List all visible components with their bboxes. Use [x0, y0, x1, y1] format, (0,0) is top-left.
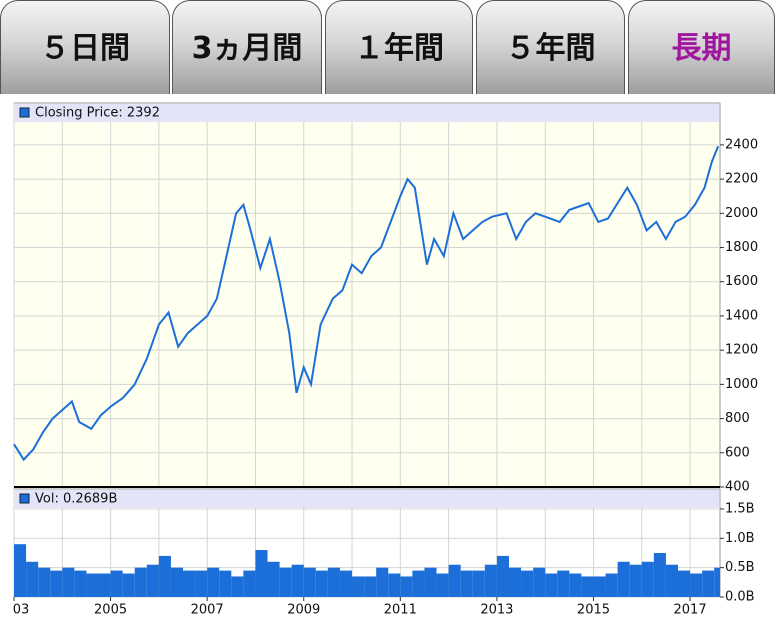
volume-bar [98, 573, 111, 597]
volume-bar [207, 567, 220, 597]
volume-bar [110, 570, 123, 597]
volume-bar [605, 573, 618, 597]
volume-bar [545, 573, 558, 597]
y-tick-label: 2400 [725, 137, 758, 152]
volume-bar [472, 570, 485, 597]
volume-bar [448, 564, 461, 597]
y-tick-label: 400 [725, 480, 750, 495]
volume-bar [593, 576, 606, 597]
volume-bar [484, 564, 497, 597]
y-tick-label: 800 [725, 411, 750, 426]
volume-bar [641, 561, 654, 597]
y-tick-label: 1600 [725, 274, 758, 289]
volume-bar [339, 570, 353, 597]
x-tick-label: 2015 [577, 603, 610, 618]
legend-swatch [19, 107, 30, 118]
y-tick-label: 1.5B [725, 501, 755, 516]
volume-bar [376, 567, 389, 597]
volume-bar [219, 570, 232, 597]
volume-bar [508, 567, 522, 597]
y-tick-label: 1200 [725, 343, 758, 358]
volume-bar [74, 570, 87, 597]
volume-bar [170, 567, 184, 597]
volume-bar [26, 561, 39, 597]
y-tick-label: 0.0B [725, 590, 755, 605]
y-tick-label: 1800 [725, 240, 758, 255]
volume-bar [62, 567, 75, 597]
volume-bar [557, 570, 570, 597]
volume-bar [617, 561, 630, 597]
y-tick-label: 600 [725, 445, 750, 460]
tab[interactable]: １年間 [325, 0, 473, 94]
x-tick-label: 2013 [480, 603, 513, 618]
volume-bar [291, 564, 304, 597]
volume-bar [183, 570, 196, 597]
tab[interactable]: 3ヵ月間 [172, 0, 322, 94]
volume-bar [677, 570, 691, 597]
legend-band [15, 490, 719, 508]
legend-label: Vol: 0.2689B [35, 492, 117, 507]
volume-bar [533, 567, 546, 597]
volume-bar [364, 576, 377, 597]
volume-bar [521, 570, 534, 597]
volume-bar [496, 555, 509, 597]
volume-bar [315, 570, 328, 597]
volume-bar [629, 564, 642, 597]
plot-background [13, 102, 721, 488]
volume-bar [255, 550, 268, 597]
volume-bar [50, 570, 63, 597]
volume-bar [460, 570, 473, 597]
x-tick-label: 2017 [674, 603, 707, 618]
y-tick-label: 1000 [725, 377, 758, 392]
volume-bar [14, 544, 27, 597]
volume-bar [195, 570, 208, 597]
volume-bar [702, 570, 715, 597]
volume-bar [581, 576, 594, 597]
y-tick-label: 2000 [725, 206, 758, 221]
legend-label: Closing Price: 2392 [35, 106, 160, 121]
y-tick-label: 0.5B [725, 560, 755, 575]
x-tick-label: 2009 [287, 603, 320, 618]
volume-bar [665, 564, 678, 597]
volume-bar [327, 567, 340, 597]
volume-bar [146, 564, 159, 597]
volume-bar [653, 552, 666, 597]
volume-bar [122, 573, 135, 597]
volume-bar [424, 567, 437, 597]
tab[interactable]: ５年間 [476, 0, 625, 94]
volume-bar [243, 570, 256, 597]
volume-bar [134, 567, 147, 597]
volume-bar [412, 570, 425, 597]
volume-bar [231, 576, 244, 597]
y-tick-label: 1400 [725, 308, 758, 323]
volume-bar [436, 573, 449, 597]
y-tick-label: 1.0B [725, 531, 755, 546]
volume-bar [388, 573, 401, 597]
volume-bar [86, 573, 99, 597]
volume-bar [303, 567, 316, 597]
tab-bar: ５日間 3ヵ月間 １年間 ５年間 長期 [0, 0, 775, 96]
tab[interactable]: ５日間 [0, 0, 170, 94]
volume-bar [690, 573, 703, 597]
x-tick-label: 03 [13, 603, 30, 618]
x-tick-label: 2007 [191, 603, 224, 618]
y-tick-label: 2200 [725, 172, 758, 187]
legend-swatch [19, 493, 30, 504]
volume-bar [267, 561, 280, 597]
x-tick-label: 2011 [384, 603, 417, 618]
volume-bar [158, 555, 171, 597]
volume-bar [352, 576, 365, 597]
volume-bar [714, 567, 720, 597]
volume-bar [400, 576, 413, 597]
x-tick-label: 2005 [94, 603, 127, 618]
tab[interactable]: 長期 [628, 0, 775, 94]
volume-bar [38, 567, 51, 597]
volume-bar [279, 567, 292, 597]
volume-bar [569, 573, 582, 597]
legend-band [15, 104, 719, 122]
price-line [13, 145, 720, 462]
